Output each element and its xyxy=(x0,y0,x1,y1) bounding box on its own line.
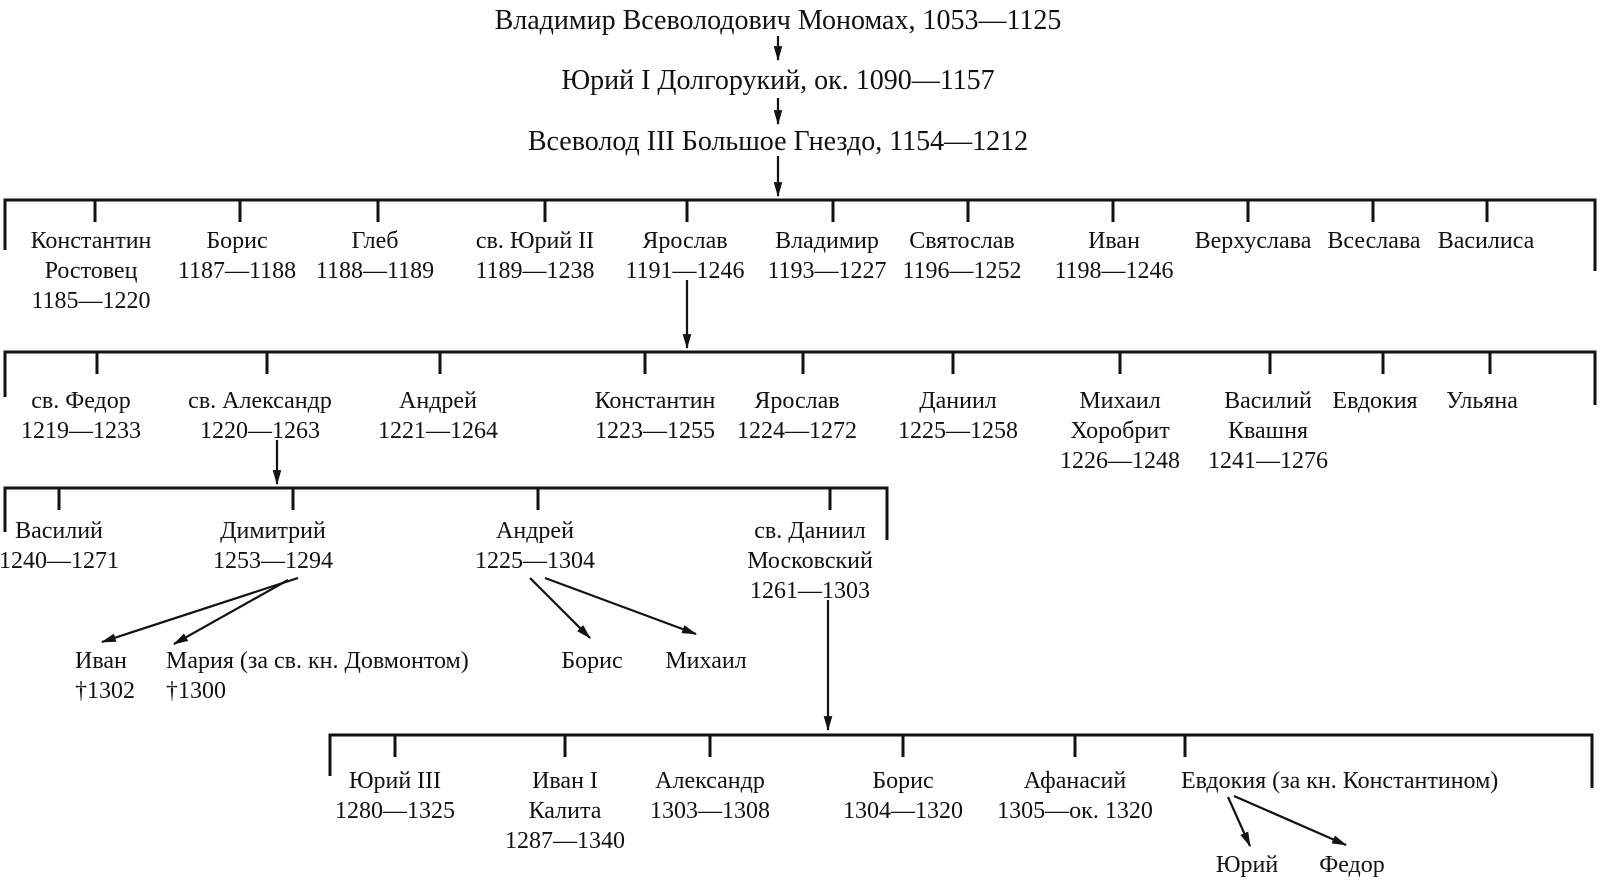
person-yuri-son-of-evdokia: Юрий xyxy=(1215,852,1279,878)
gen4-bracket xyxy=(328,733,1594,788)
person-vasily-kvashnya: Василий Квашня 1241—1276 xyxy=(1208,388,1328,474)
person-yuri-iii: Юрий III 1280—1325 xyxy=(335,768,455,824)
person-alexander-nevsky: св. Александр 1220—1263 xyxy=(188,388,332,444)
person-vseslava: Всеслава xyxy=(1327,228,1421,254)
person-daniil-1225: Даниил 1225—1258 xyxy=(898,388,1018,444)
person-boris-1187: Борис 1187—1188 xyxy=(177,228,297,284)
gen2-bracket xyxy=(3,350,1597,405)
person-dimitri: Димитрий 1253—1294 xyxy=(213,518,333,574)
gen1-bracket xyxy=(3,198,1597,271)
person-gleb: Глеб 1188—1189 xyxy=(315,228,435,284)
arrow-evdokia-to-yuri xyxy=(1226,796,1252,847)
arrow-andrei-to-boris xyxy=(529,577,591,639)
person-mikhail-son-of-andrei: Михаил xyxy=(665,648,747,674)
person-yuri-ii: св. Юрий II 1189—1238 xyxy=(475,228,595,284)
person-verhuslava: Верхуслава xyxy=(1194,228,1312,254)
person-maria-dovmont: Мария (за св. кн. Довмонтом) †1300 xyxy=(166,648,469,704)
person-vladimir-monomakh: Владимир Всеволодович Мономах, 1053—1125 xyxy=(494,5,1062,36)
arrow-evdokia-to-fedor xyxy=(1233,794,1347,847)
person-mikhail-horobrit: Михаил Хоробрит 1226—1248 xyxy=(1060,388,1180,474)
person-ivan-kalita: Иван I Калита 1287—1340 xyxy=(505,768,625,854)
person-evdokia-konstantin: Евдокия (за кн. Константином) xyxy=(1181,768,1499,794)
person-yaroslav-1191: Ярослав 1191—1246 xyxy=(625,228,745,284)
person-ivan-1302: Иван †1302 xyxy=(75,648,135,704)
person-konstantin-rostovets: Константин Ростовец 1185—1220 xyxy=(30,228,152,314)
person-vsevolod-iii: Всеволод III Большое Гнездо, 1154—1212 xyxy=(527,126,1029,157)
arrow-dimitri-to-maria xyxy=(173,579,289,645)
person-boris-1304: Борис 1304—1320 xyxy=(843,768,963,824)
person-alexander-1303: Александр 1303—1308 xyxy=(650,768,770,824)
person-fedor-son-of-evdokia: Федор xyxy=(1319,852,1385,878)
person-evdokia-gen2: Евдокия xyxy=(1332,388,1418,414)
person-daniil-moskovsky: св. Даниил Московский 1261—1303 xyxy=(747,518,873,604)
gen3-bracket xyxy=(3,486,889,540)
arrow-andrei-to-mikhail xyxy=(544,576,698,636)
person-ivan-1198: Иван 1198—1246 xyxy=(1054,228,1174,284)
arrow-dimitri-to-ivan xyxy=(100,576,299,644)
person-boris-son-of-andrei: Борис xyxy=(561,648,623,674)
person-ulyana: Ульяна xyxy=(1446,388,1518,414)
person-yuri-dolgoruky: Юрий I Долгорукий, ок. 1090—1157 xyxy=(561,65,995,96)
person-vasilisa: Василиса xyxy=(1437,228,1535,254)
person-vladimir-1193: Владимир 1193—1227 xyxy=(767,228,887,284)
person-andrey-1225: Андрей 1225—1304 xyxy=(475,518,595,574)
person-vasily-1240: Василий 1240—1271 xyxy=(0,518,119,574)
person-konstantin-1223: Константин 1223—1255 xyxy=(594,388,716,444)
person-andrey-1221: Андрей 1221—1264 xyxy=(378,388,498,444)
person-svyatoslav: Святослав 1196—1252 xyxy=(902,228,1022,284)
person-yaroslav-1224: Ярослав 1224—1272 xyxy=(737,388,857,444)
person-fedor: св. Федор 1219—1233 xyxy=(21,388,141,444)
person-afanasy: Афанасий 1305—ок. 1320 xyxy=(997,768,1153,824)
